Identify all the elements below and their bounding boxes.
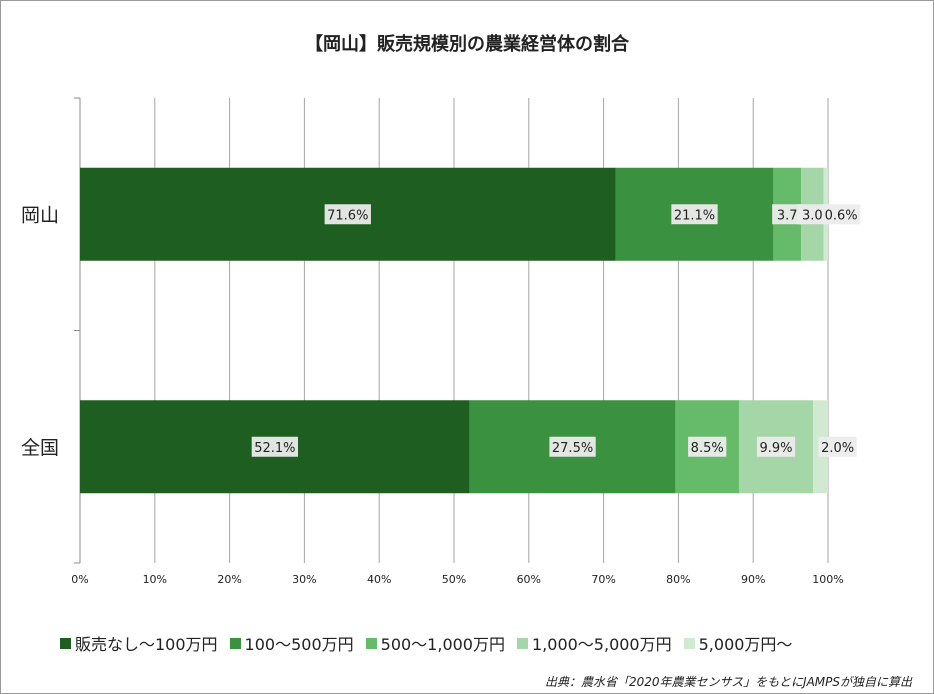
legend-swatch <box>60 637 71 649</box>
data-label-bg <box>671 204 718 225</box>
legend-item: 500～1,000万円 <box>365 631 505 655</box>
legend-swatch <box>683 637 695 649</box>
legend-label: 500～1,000万円 <box>380 635 505 654</box>
x-tick-label: 0% <box>71 573 88 586</box>
data-label: 21.1% <box>674 208 715 223</box>
legend-label: 100～500万円 <box>244 635 354 654</box>
legend-label: 販売なし～100万円 <box>75 635 218 654</box>
data-label-bg <box>797 204 828 225</box>
source-note: 出典：農水省「2020年農業センサス」をもとにJAMPSが独自に算出 <box>544 675 912 689</box>
legend-swatch <box>229 637 241 649</box>
legend-item: 5,000万円～ <box>683 631 793 655</box>
data-label-bg <box>549 436 596 457</box>
x-tick-label: 100% <box>812 573 843 586</box>
legend-item: 販売なし～100万円 <box>60 631 218 655</box>
data-label-bg <box>324 204 371 225</box>
category-label: 岡山 <box>21 204 59 226</box>
data-label: 27.5% <box>552 441 593 456</box>
x-tick-label: 30% <box>292 573 316 586</box>
x-tick-label: 70% <box>591 573 615 586</box>
legend-swatch <box>517 637 528 649</box>
x-tick-label: 80% <box>666 573 690 586</box>
x-tick-label: 20% <box>217 573 241 586</box>
chart-title: 【岡山】販売規模別の農業経営体の割合 <box>305 34 629 55</box>
x-tick-label: 90% <box>741 573 765 586</box>
data-label: 52.1% <box>254 441 295 456</box>
data-label-bg <box>822 204 861 225</box>
legend-item: 100～500万円 <box>229 631 354 655</box>
legend-item: 1,000～5,000万円 <box>517 631 672 655</box>
data-label: 8.5% <box>691 441 724 456</box>
legend-label: 5,000万円～ <box>698 635 793 654</box>
data-label: 71.6% <box>327 208 368 223</box>
x-tick-label: 40% <box>367 573 391 586</box>
chart-legend: 販売なし～100万円 100～500万円 500～1,000万円 1,000～5,00… <box>60 631 890 655</box>
data-label: 3.7 <box>777 208 798 223</box>
category-label: 全国 <box>21 437 59 459</box>
legend-swatch <box>365 637 377 649</box>
data-label-bg <box>772 204 803 225</box>
data-label: 9.9% <box>759 441 792 456</box>
legend-label: 1,000～5,000万円 <box>532 635 672 654</box>
data-label-bg <box>251 436 299 457</box>
data-label-bg <box>756 436 796 457</box>
x-tick-label: 50% <box>442 573 466 586</box>
data-label-bg <box>818 436 857 457</box>
data-label: 2.0% <box>821 441 854 456</box>
data-label-bg <box>688 436 727 457</box>
x-tick-label: 60% <box>517 573 541 586</box>
data-label: 0.6% <box>825 208 858 223</box>
x-tick-label: 10% <box>143 573 167 586</box>
data-label: 3.0 <box>802 208 823 223</box>
